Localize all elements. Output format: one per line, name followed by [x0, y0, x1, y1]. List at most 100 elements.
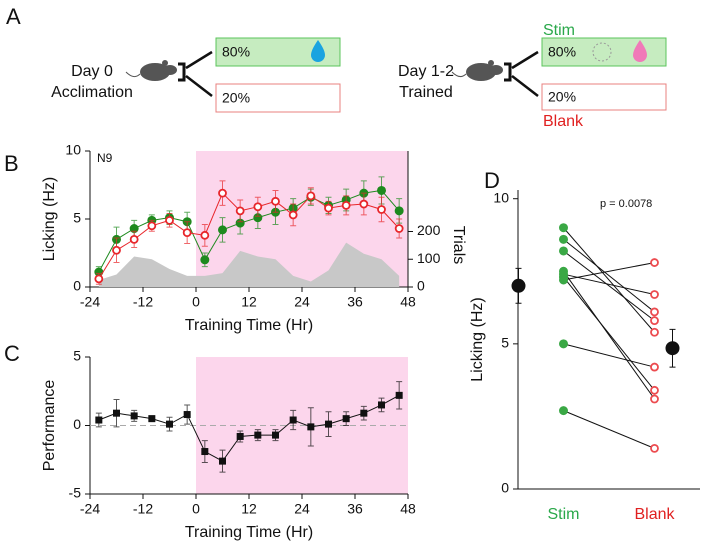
- x-tick-label: -24: [80, 294, 100, 310]
- marker: [147, 221, 157, 231]
- marker: [236, 432, 244, 440]
- stim-icon: [592, 42, 612, 62]
- marker: [378, 401, 385, 409]
- y2-tick-label: 200: [417, 222, 441, 238]
- marker: [112, 245, 121, 255]
- y-tick-label: -5: [69, 485, 82, 501]
- marker: [130, 412, 138, 420]
- drop-icon: [633, 40, 647, 62]
- x-tick-label: 48: [400, 501, 416, 517]
- marker: [650, 385, 659, 395]
- marker: [183, 411, 191, 419]
- marker: [377, 205, 386, 214]
- x-tick-label: Stim: [548, 506, 580, 523]
- stim-label: Stim: [543, 22, 575, 39]
- box-text: 80%: [222, 44, 250, 60]
- y2-tick-label: 100: [417, 250, 441, 266]
- x-tick-label: 12: [241, 501, 257, 517]
- marker: [94, 274, 104, 284]
- marker: [272, 431, 279, 439]
- marker: [559, 339, 568, 349]
- pair-line: [563, 270, 655, 400]
- marker: [559, 406, 568, 416]
- x-tick-label: 48: [400, 294, 416, 310]
- y2-axis-label: Trials: [450, 226, 467, 265]
- box: [215, 83, 341, 113]
- marker: [148, 415, 156, 423]
- blank-label: Blank: [543, 113, 584, 130]
- marker: [650, 327, 659, 337]
- y-tick-label: 5: [73, 348, 81, 364]
- x-tick-label: 36: [347, 294, 363, 310]
- arrow: [185, 50, 213, 97]
- marker: [394, 224, 404, 233]
- marker: [342, 415, 350, 423]
- marker: [559, 246, 568, 256]
- trials-area: [98, 242, 400, 287]
- panel-label: B: [4, 151, 19, 176]
- marker: [289, 416, 297, 424]
- marker: [559, 275, 568, 285]
- marker: [201, 448, 209, 456]
- marker: [650, 443, 659, 453]
- marker: [129, 234, 139, 244]
- x-tick-label: -24: [80, 501, 100, 517]
- x-tick-label: -12: [133, 294, 153, 310]
- y-tick-label: 10: [65, 142, 81, 158]
- panel-label: A: [6, 4, 21, 29]
- panel-label: D: [484, 168, 500, 193]
- y-axis-label: Licking (Hz): [469, 297, 486, 381]
- y-axis-label: Performance: [41, 380, 58, 472]
- marker: [324, 203, 333, 213]
- marker: [218, 188, 227, 198]
- y-tick-label: 0: [73, 278, 81, 294]
- y-tick-label: 0: [73, 416, 81, 432]
- x-tick-label: -12: [133, 501, 153, 517]
- marker: [650, 258, 659, 267]
- x-axis-label: Training Time (Hr): [185, 317, 313, 334]
- y-axis-label: Licking (Hz): [41, 177, 58, 261]
- marker: [113, 409, 120, 417]
- mean-marker: [511, 278, 526, 293]
- marker: [254, 431, 262, 439]
- marker: [650, 290, 659, 299]
- y2-tick-label: 0: [417, 278, 425, 294]
- arrow: [511, 50, 539, 97]
- pair-line: [563, 238, 655, 313]
- marker: [307, 423, 315, 431]
- marker: [341, 200, 351, 210]
- y-tick-label: 5: [73, 210, 81, 226]
- marker: [200, 230, 210, 240]
- annotation: N9: [97, 151, 113, 165]
- box-text: 20%: [222, 90, 250, 106]
- marker: [218, 225, 227, 235]
- marker: [650, 394, 659, 404]
- pair-line: [563, 410, 655, 449]
- pair-line: [563, 276, 655, 391]
- condition-text: Trained: [399, 84, 453, 101]
- bracket: [178, 62, 186, 82]
- marker: [235, 206, 245, 216]
- marker: [650, 316, 659, 326]
- marker: [182, 228, 192, 238]
- bracket: [504, 62, 512, 82]
- marker: [559, 234, 568, 244]
- x-tick-label: 0: [192, 294, 200, 310]
- marker: [219, 457, 226, 465]
- mouse-icon: [451, 60, 503, 81]
- condition-text: Acclimation: [51, 84, 133, 101]
- marker: [200, 255, 210, 265]
- pair-line: [563, 250, 655, 322]
- x-tick-label: 24: [294, 294, 310, 310]
- pair-line: [563, 227, 655, 333]
- mouse-icon: [125, 60, 177, 81]
- condition-text: Day 0: [71, 63, 113, 80]
- x-tick-label: Blank: [634, 506, 675, 523]
- x-tick-label: 0: [192, 501, 200, 517]
- x-tick-label: 24: [294, 501, 310, 517]
- marker: [271, 196, 280, 206]
- marker: [95, 416, 103, 424]
- marker: [288, 210, 298, 220]
